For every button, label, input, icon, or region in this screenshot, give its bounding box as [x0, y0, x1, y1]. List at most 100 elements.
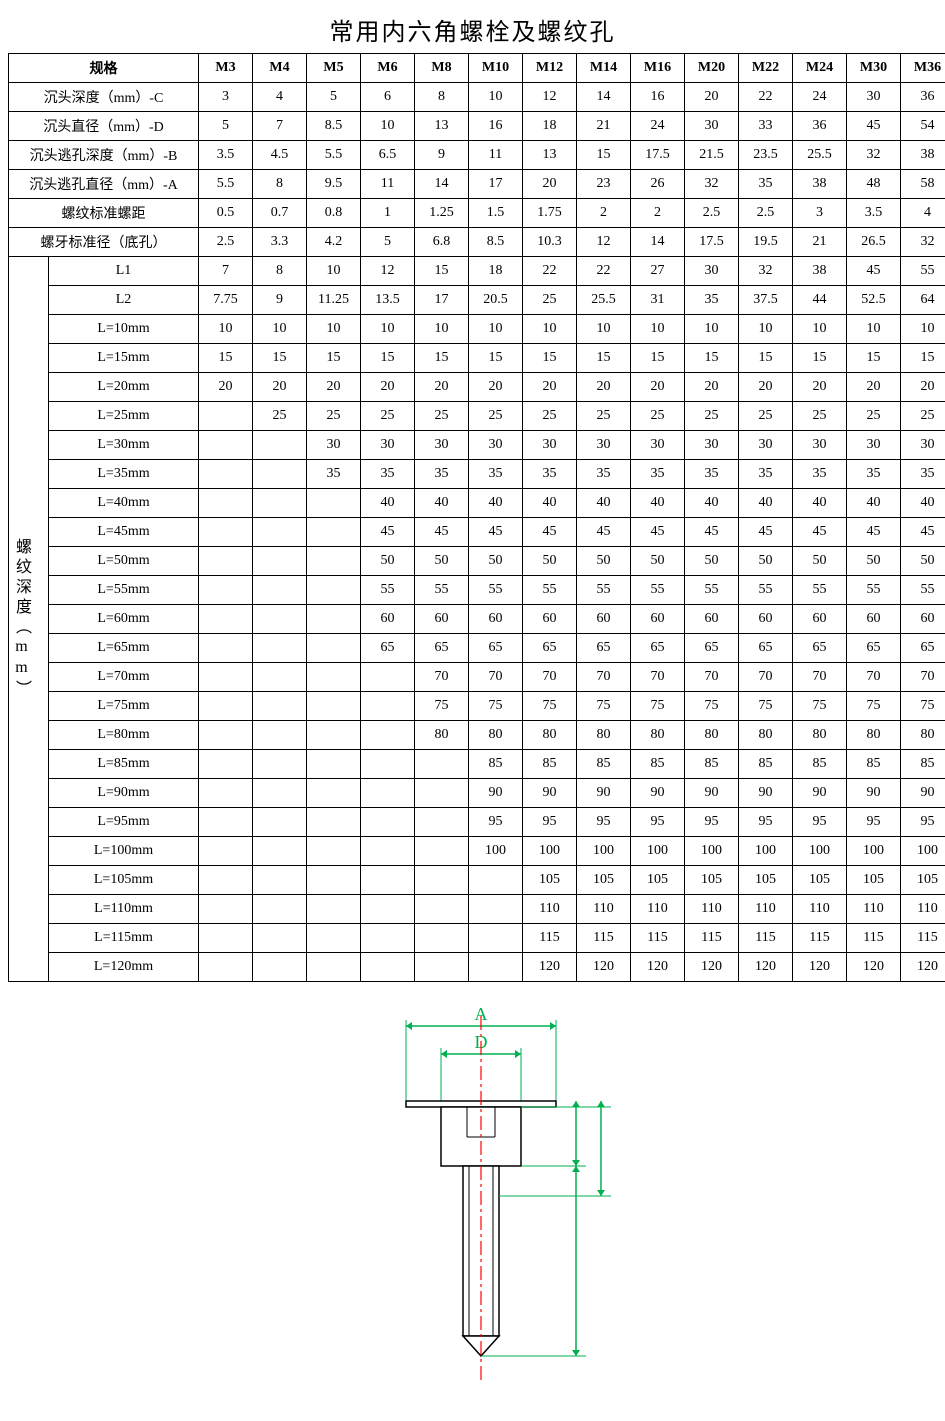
depth-cell: 85	[901, 750, 945, 779]
depth-cell: 35	[415, 460, 469, 489]
depth-row-label: L=40mm	[49, 489, 199, 518]
param-cell: 16	[631, 83, 685, 112]
depth-cell: 60	[577, 605, 631, 634]
depth-cell	[199, 663, 253, 692]
depth-cell: 115	[739, 924, 793, 953]
depth-cell: 20	[361, 373, 415, 402]
depth-cell: 25	[523, 402, 577, 431]
depth-cell: 45	[901, 518, 945, 547]
param-cell: 48	[847, 170, 901, 199]
depth-cell	[469, 866, 523, 895]
depth-cell: 31	[631, 286, 685, 315]
depth-cell: 40	[631, 489, 685, 518]
param-cell: 32	[847, 141, 901, 170]
param-cell: 14	[631, 228, 685, 257]
col-header-size: M24	[793, 54, 847, 83]
depth-cell: 90	[793, 779, 847, 808]
depth-cell: 35	[901, 460, 945, 489]
depth-cell: 60	[361, 605, 415, 634]
depth-cell: 15	[631, 344, 685, 373]
depth-cell: 60	[739, 605, 793, 634]
param-cell: 36	[901, 83, 945, 112]
depth-cell: 55	[685, 576, 739, 605]
depth-cell: 35	[469, 460, 523, 489]
depth-cell	[199, 808, 253, 837]
param-cell: 26	[631, 170, 685, 199]
depth-cell	[307, 750, 361, 779]
param-cell: 22	[739, 83, 793, 112]
depth-cell: 55	[901, 576, 945, 605]
depth-cell: 105	[793, 866, 847, 895]
depth-row-label: L=105mm	[49, 866, 199, 895]
param-cell: 20	[685, 83, 739, 112]
depth-cell: 110	[577, 895, 631, 924]
depth-cell	[361, 779, 415, 808]
depth-row-label: L=55mm	[49, 576, 199, 605]
depth-cell	[469, 895, 523, 924]
depth-cell: 18	[469, 257, 523, 286]
param-row-label: 沉头深度（mm）-C	[9, 83, 199, 112]
depth-cell	[415, 779, 469, 808]
depth-cell	[307, 489, 361, 518]
depth-cell	[199, 721, 253, 750]
depth-cell: 100	[739, 837, 793, 866]
depth-cell	[199, 634, 253, 663]
param-cell: 2	[631, 199, 685, 228]
depth-row-label: L=20mm	[49, 373, 199, 402]
depth-cell: 105	[631, 866, 685, 895]
depth-cell	[253, 866, 307, 895]
depth-cell	[307, 779, 361, 808]
depth-cell	[199, 547, 253, 576]
param-cell: 10	[469, 83, 523, 112]
depth-cell: 30	[739, 431, 793, 460]
param-row-label: 沉头逃孔直径（mm）-A	[9, 170, 199, 199]
col-header-size: M36	[901, 54, 945, 83]
depth-cell: 80	[469, 721, 523, 750]
depth-cell: 115	[793, 924, 847, 953]
param-cell: 5.5	[307, 141, 361, 170]
depth-cell	[415, 953, 469, 982]
depth-cell: 85	[847, 750, 901, 779]
param-row-label: 螺纹标准螺距	[9, 199, 199, 228]
depth-cell: 30	[901, 431, 945, 460]
depth-cell: 90	[901, 779, 945, 808]
depth-cell	[361, 895, 415, 924]
depth-cell: 10	[793, 315, 847, 344]
depth-cell	[415, 808, 469, 837]
param-cell: 24	[631, 112, 685, 141]
depth-cell: 27	[631, 257, 685, 286]
depth-cell: 11.25	[307, 286, 361, 315]
depth-cell: 115	[523, 924, 577, 953]
depth-cell: 120	[847, 953, 901, 982]
param-cell: 17.5	[685, 228, 739, 257]
depth-cell: 10	[361, 315, 415, 344]
depth-cell: 120	[523, 953, 577, 982]
depth-cell: 35	[685, 460, 739, 489]
param-cell: 4.5	[253, 141, 307, 170]
depth-cell: 55	[901, 257, 945, 286]
depth-cell: 85	[631, 750, 685, 779]
col-header-size: M16	[631, 54, 685, 83]
depth-cell: 65	[847, 634, 901, 663]
depth-cell: 90	[685, 779, 739, 808]
depth-cell: 10	[253, 315, 307, 344]
depth-cell	[361, 924, 415, 953]
depth-cell	[253, 750, 307, 779]
param-cell: 1.25	[415, 199, 469, 228]
param-cell: 5	[361, 228, 415, 257]
depth-cell: 40	[685, 489, 739, 518]
depth-cell: 60	[685, 605, 739, 634]
depth-row-label: L=70mm	[49, 663, 199, 692]
depth-cell	[361, 721, 415, 750]
depth-cell: 30	[307, 431, 361, 460]
depth-cell: 95	[523, 808, 577, 837]
param-cell: 1.75	[523, 199, 577, 228]
depth-cell: 50	[793, 547, 847, 576]
depth-cell	[361, 837, 415, 866]
depth-cell: 45	[469, 518, 523, 547]
depth-cell: 35	[523, 460, 577, 489]
depth-cell: 35	[793, 460, 847, 489]
depth-block-label: 螺纹深度（mm）	[9, 257, 49, 982]
depth-cell: 60	[469, 605, 523, 634]
depth-cell: 55	[469, 576, 523, 605]
